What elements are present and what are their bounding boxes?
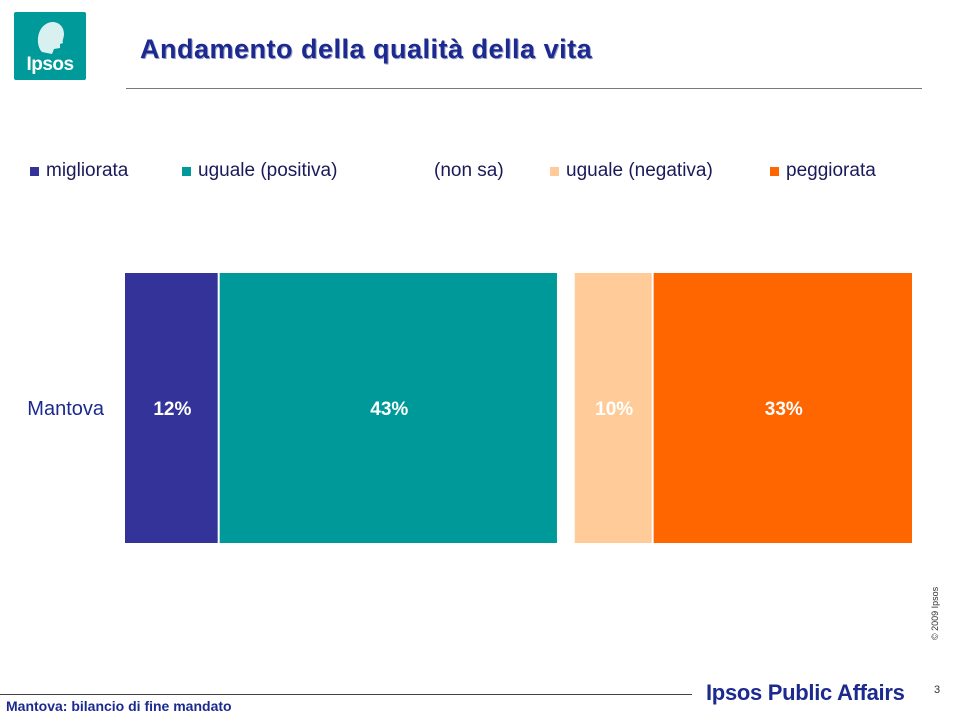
legend-item: uguale (negativa) [550,160,713,182]
legend-swatch [770,166,779,176]
logo-head-icon [37,22,64,54]
legend-item: uguale (positiva) [182,160,337,182]
copyright-text: © 2009 Ipsos [930,586,940,640]
legend-swatch [30,166,39,176]
bar-segment [653,273,912,543]
data-label: 43% [370,399,408,420]
data-label: 33% [765,399,803,420]
legend-swatch [418,166,427,176]
bar-segment [574,273,652,543]
legend-item: peggiorata [770,160,876,182]
footer-brand: Ipsos Public Affairs [706,680,905,705]
legend-label: (non sa) [434,160,504,181]
legend-label: uguale (positiva) [198,160,338,181]
page-title: Andamento della qualità della vita [140,34,593,64]
legend-label: peggiorata [786,160,876,181]
legend-swatch [182,166,191,176]
legend-swatch [550,166,559,176]
footer-caption: Mantova: bilancio di fine mandato [6,698,232,714]
title-divider [126,88,922,89]
data-label: 10% [595,399,633,420]
legend-item: migliorata [30,160,128,182]
legend-label: migliorata [46,160,129,181]
bar-segment [125,273,218,543]
bar-segment [558,273,573,543]
legend-item: (non sa) [418,160,504,182]
legend-label: uguale (negativa) [566,160,713,181]
category-label: Mantova [27,398,105,420]
logo-text: Ipsos [26,54,74,75]
data-label: 12% [153,399,191,420]
bar-segment [219,273,557,543]
ipsos-logo: Ipsos [14,12,86,80]
page-number: 3 [934,684,941,696]
footer-divider [0,694,692,695]
chart-legend: migliorata uguale (positiva) (non sa) ugual… [30,160,930,184]
